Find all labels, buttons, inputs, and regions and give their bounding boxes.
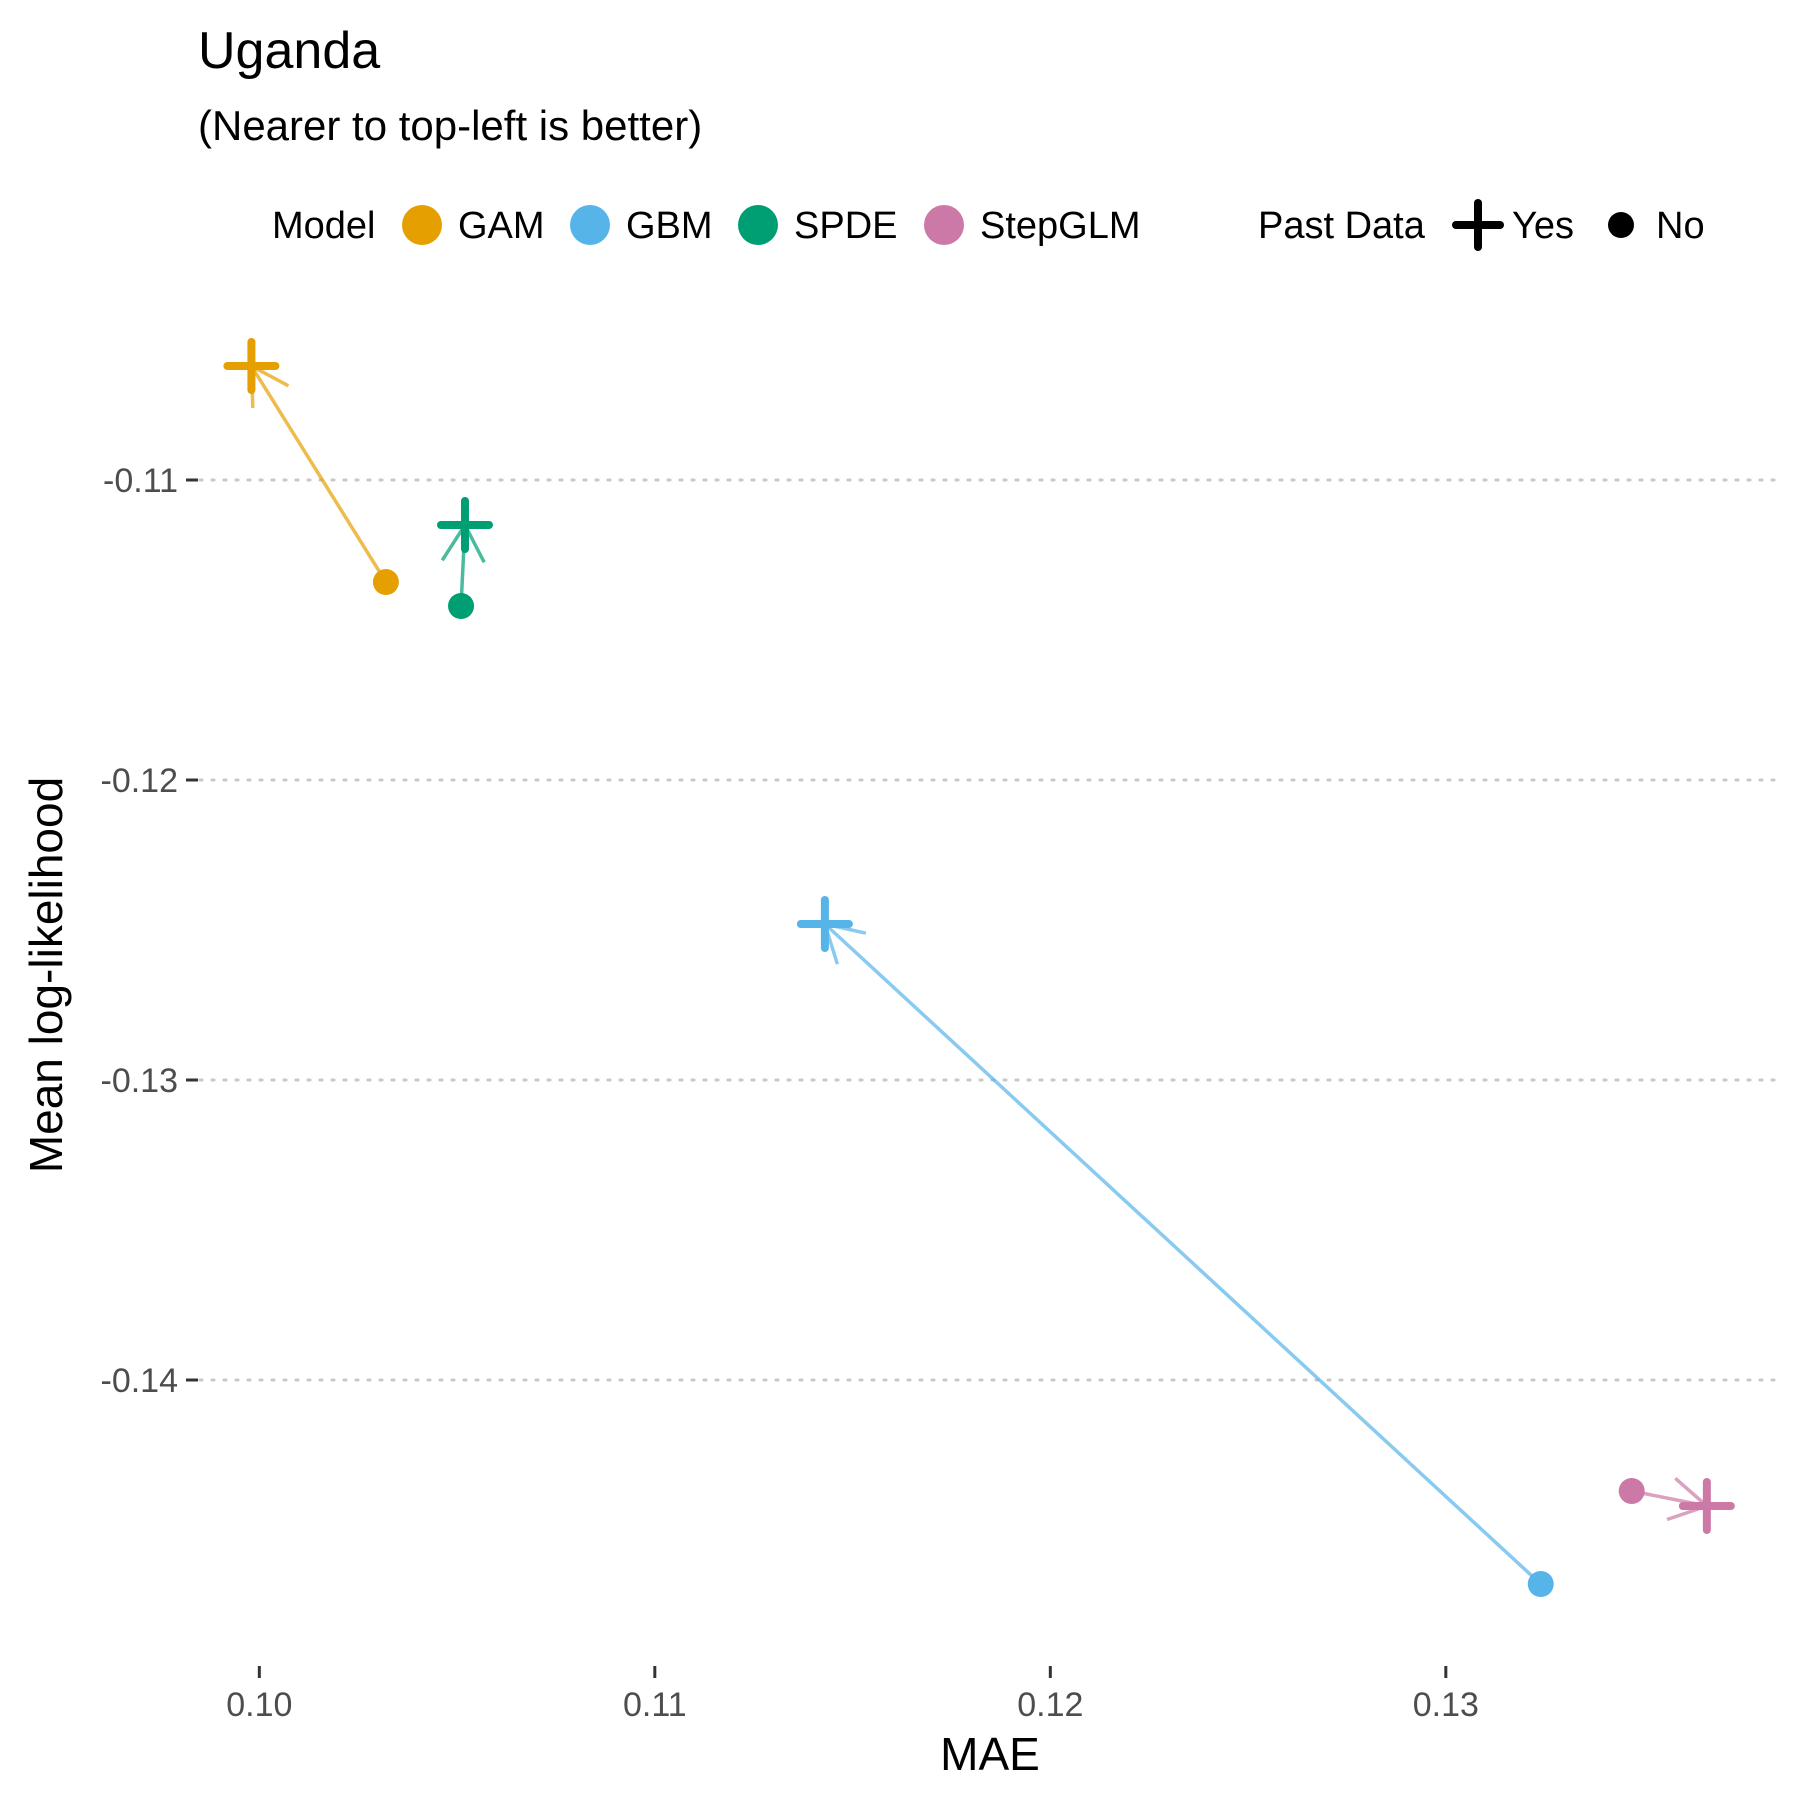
- gam-point-yes: [223, 338, 280, 394]
- series-spde: [436, 497, 493, 619]
- chart-title: Uganda: [198, 22, 380, 80]
- legend-title-model: Model: [272, 205, 376, 247]
- legend-swatch-gbm: [570, 205, 610, 245]
- spde-point-yes: [436, 497, 493, 553]
- y-tick-label: -0.13: [101, 1062, 179, 1100]
- y-axis-title: Mean log-likelihood: [20, 777, 72, 1173]
- y-tick-label: -0.12: [101, 762, 179, 800]
- legend-title-past-data: Past Data: [1258, 205, 1426, 247]
- x-tick-label: 0.11: [623, 1686, 687, 1724]
- legend-label-no: No: [1656, 205, 1705, 247]
- stepglm-arrow-head: [1674, 1476, 1709, 1508]
- series-gbm: [796, 896, 1554, 1597]
- legend-swatch-spde: [738, 205, 778, 245]
- stepglm-point-yes: [1678, 1478, 1735, 1534]
- series-stepglm: [1618, 1476, 1735, 1534]
- x-tick-label: 0.12: [1017, 1686, 1083, 1724]
- gbm-point-yes: [796, 896, 853, 952]
- legend-label-gbm: GBM: [626, 205, 713, 247]
- legend-label-gam: GAM: [458, 205, 545, 247]
- legend-swatch-no: [1608, 212, 1634, 238]
- marks: [223, 338, 1735, 1597]
- x-axis-title: MAE: [940, 1728, 1040, 1780]
- series-gam: [223, 338, 399, 595]
- legend: Model GAM GBM SPDE StepGLM Past Data Yes No: [272, 199, 1705, 251]
- axes: -0.11 -0.12 -0.13 -0.14 0.10 0.11 0.12 0.13: [101, 462, 1479, 1724]
- y-tick-label: -0.11: [103, 462, 178, 500]
- legend-label-spde: SPDE: [794, 205, 897, 247]
- gam-arrow: [249, 365, 388, 583]
- x-tick-label: 0.13: [1413, 1686, 1479, 1724]
- stepglm-point-no: [1618, 1478, 1645, 1504]
- y-tick-label: -0.14: [101, 1362, 179, 1400]
- legend-swatch-gam: [402, 205, 442, 245]
- chart-subtitle: (Nearer to top-left is better): [198, 102, 702, 149]
- legend-swatch-stepglm: [924, 205, 964, 245]
- gbm-point-no: [1527, 1571, 1554, 1597]
- gbm-arrow: [823, 922, 1542, 1586]
- x-tick-label: 0.10: [226, 1686, 292, 1724]
- legend-label-stepglm: StepGLM: [980, 205, 1141, 247]
- spde-point-no: [448, 593, 475, 619]
- legend-label-yes: Yes: [1512, 205, 1574, 247]
- gam-point-no: [372, 569, 399, 595]
- grid: [198, 478, 1784, 1382]
- legend-swatch-yes: [1452, 199, 1504, 251]
